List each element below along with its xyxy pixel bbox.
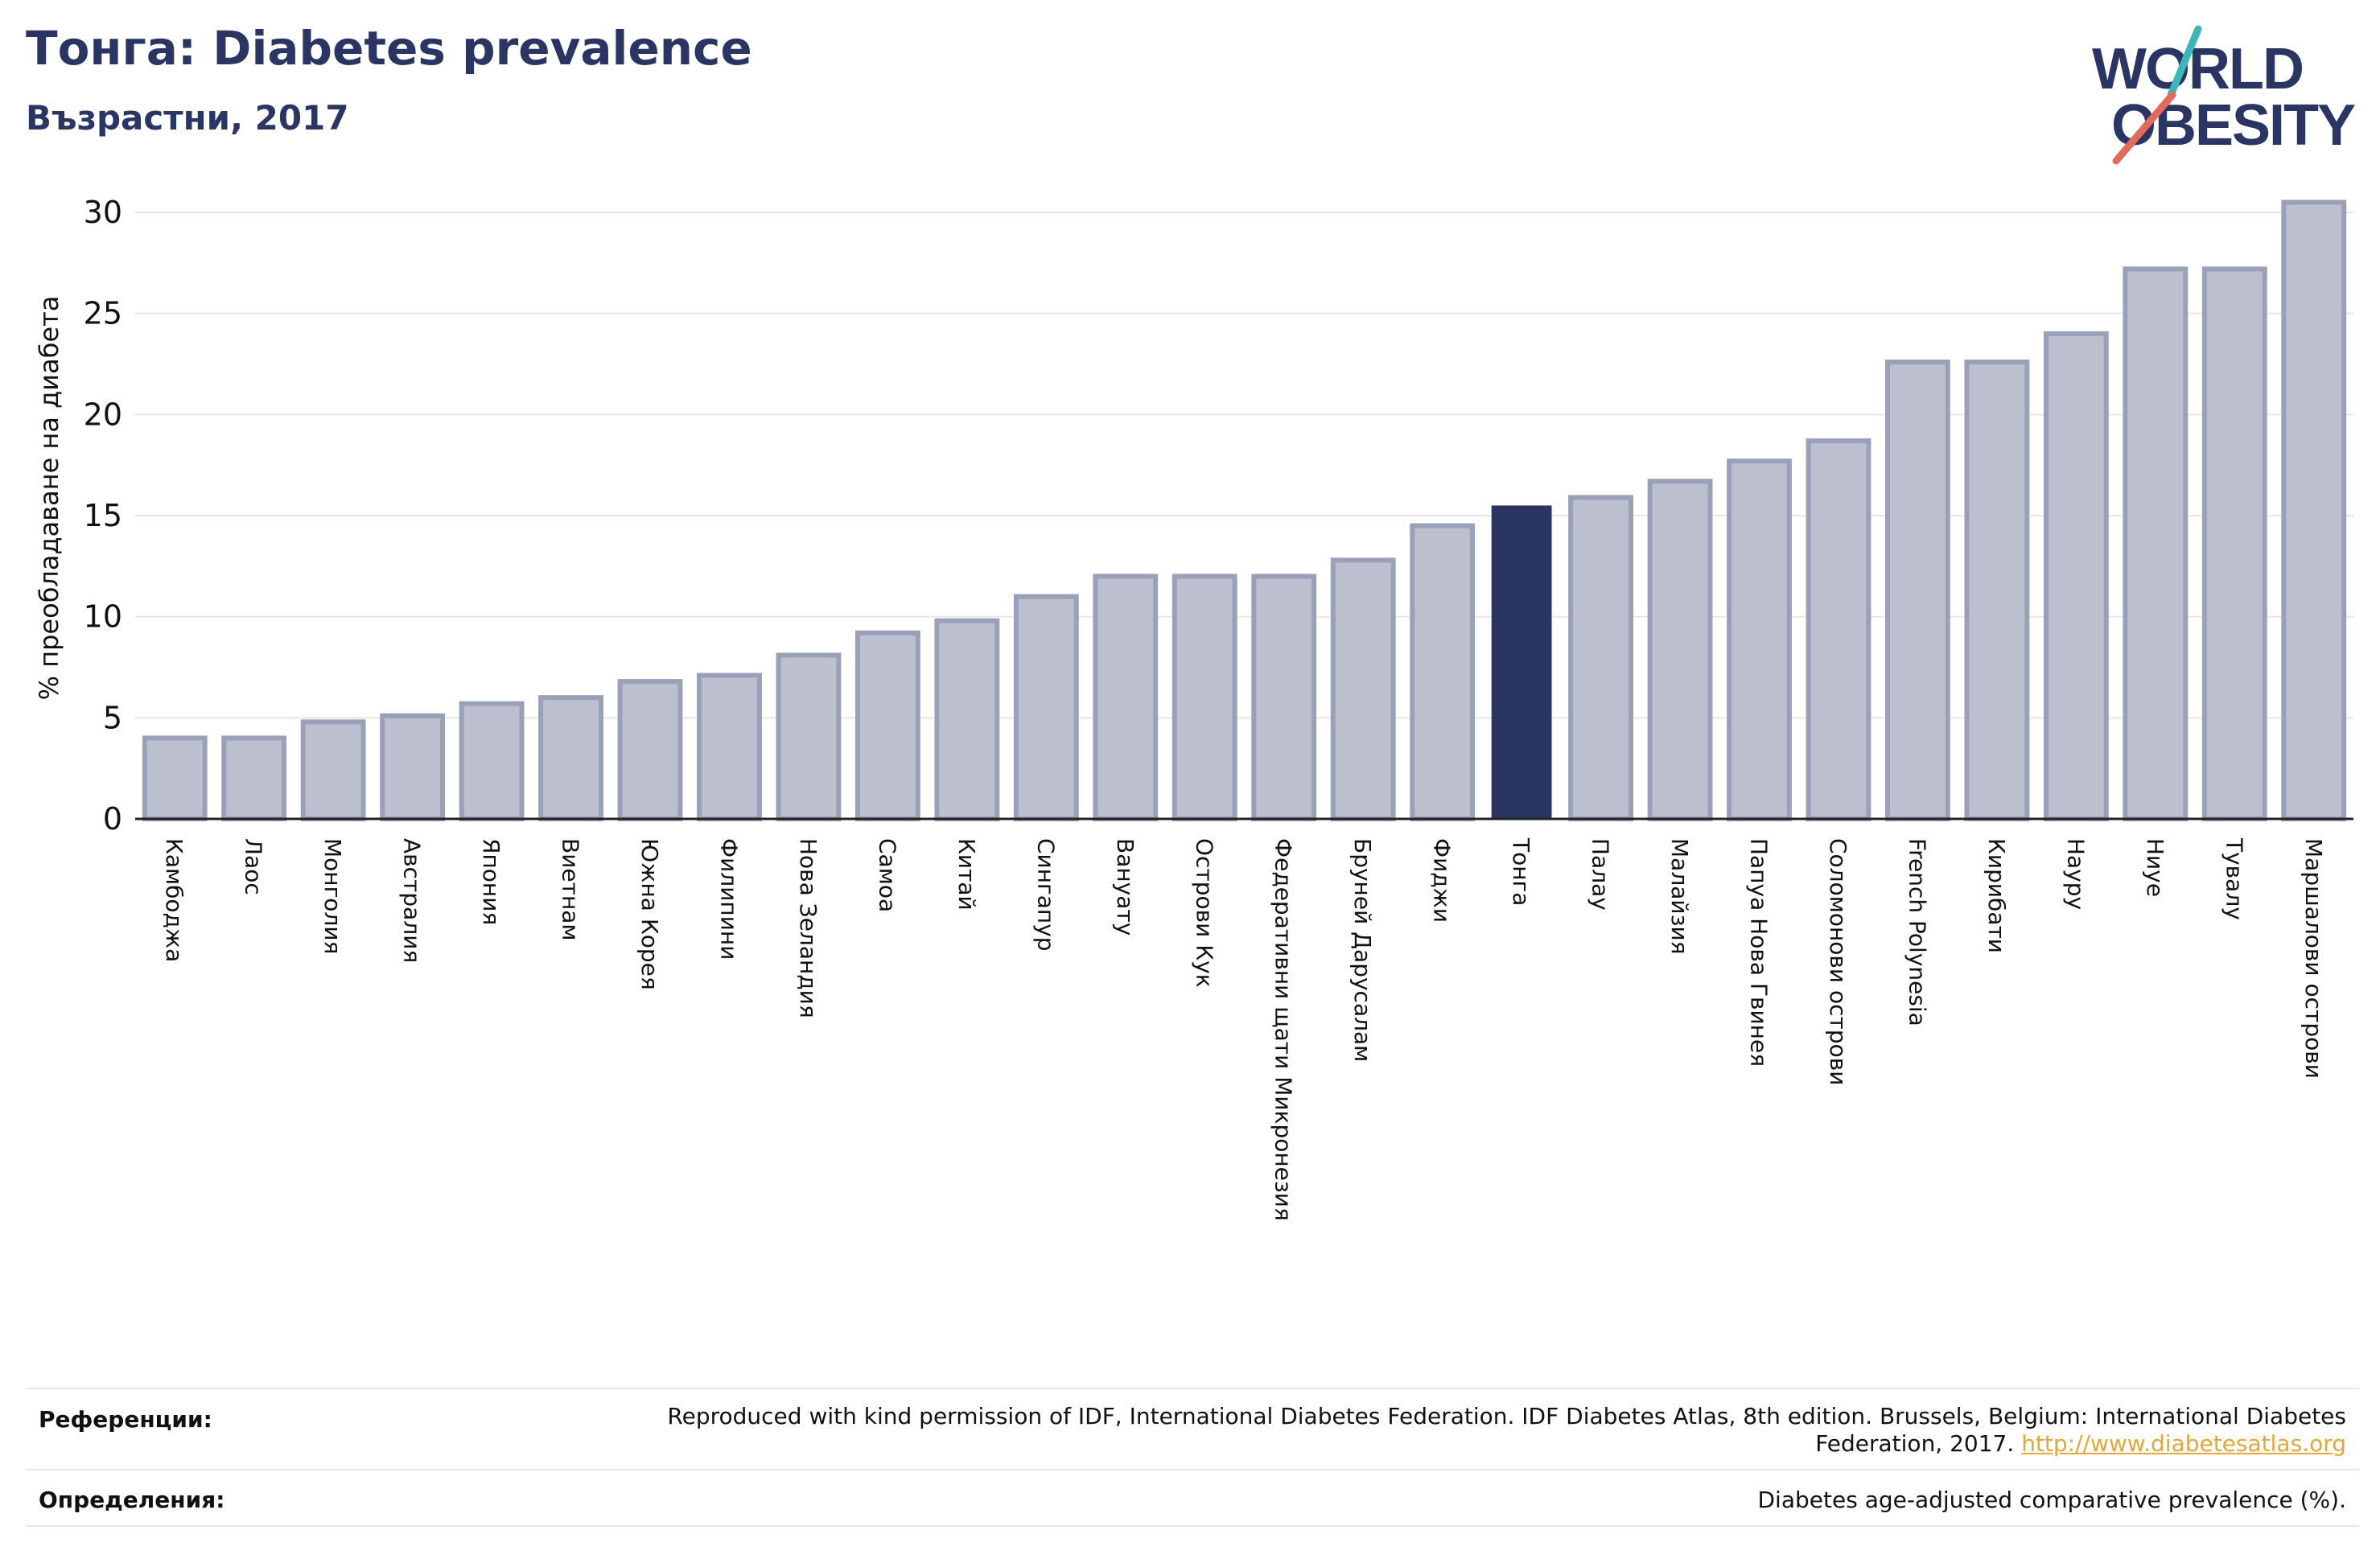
bar [2281,199,2347,821]
x-tick-label: Тувалу [2221,837,2247,920]
y-tick-label: 25 [84,296,122,331]
x-tick-label: Палау [1587,838,1614,911]
x-tick-label: Папуа Нова Гвинея [1746,838,1773,1067]
bar [2123,266,2189,821]
bar [1647,479,1713,821]
references-link[interactable]: http://www.diabetesatlas.org [2021,1430,2346,1457]
bar-chart: 0 5 10 15 20 25 30 % преобладаване на диабета Ка… [34,195,2353,1221]
bar [1410,523,1476,821]
logo-slash-red [2112,91,2176,165]
world-obesity-logo: WORLD OBESITY [2092,25,2357,165]
y-tick-label: 0 [103,801,122,837]
y-axis-label: % преобладаване на диабета [34,296,64,701]
x-tick-label: Науру [2062,838,2089,910]
x-tick-label: Федеративни щати Микронезия [1270,838,1297,1221]
y-tick-label: 5 [103,700,122,735]
bar [1806,438,1871,821]
definitions-text: Diabetes age-adjusted comparative preval… [1757,1487,2347,1513]
bar [697,672,762,822]
bar [1171,574,1237,822]
divider [26,1469,2359,1470]
divider [26,1388,2359,1389]
y-tick-label: 20 [84,397,122,432]
x-tick-label: French Polynesia [1904,838,1930,1026]
logo-slash-teal [2167,25,2202,99]
bar [1491,505,1552,819]
bar [1093,574,1159,822]
x-tick-label: Виетнам [558,838,584,941]
x-tick-label: Бруней Дарусалам [1349,838,1376,1062]
x-tick-label: Маршалови острови [2300,838,2327,1079]
x-tick-label: Вануату [1112,838,1139,936]
references-body: Reproduced with kind permission of IDF, … [667,1403,2346,1457]
bar [934,618,1000,822]
x-tick-label: Ниуе [2142,838,2168,897]
x-tick-label: Нова Зеландия [795,838,821,1018]
references-section: Референции: Reproduced with kind permiss… [26,1384,2359,1544]
x-tick-label: Япония [478,838,504,925]
bar [1727,459,1792,821]
bar [1568,495,1634,821]
bar [380,713,446,821]
bar [538,695,603,822]
bar [776,652,842,821]
logo-text-world: WORLD [2092,37,2303,101]
x-tick-label: Австралия [399,838,426,963]
x-tick-label: Сингапур [1032,838,1059,952]
references-label: Референции: [39,1406,212,1433]
x-tick-label: Кирибати [1983,838,2010,953]
chart-title: Тонга: Diabetes prevalence [26,21,752,76]
x-tick-label: Фиджи [1429,838,1456,923]
bar [221,735,287,822]
x-tick-label: Тонга [1508,837,1534,906]
bar [617,679,683,821]
references-text: Reproduced with kind permission of IDF, … [536,1403,2346,1458]
bar [1885,359,1950,821]
bar [1251,574,1317,822]
bar [300,719,366,821]
y-tick-label: 10 [84,599,122,635]
x-tick-label: Монголия [319,838,346,954]
bar [1964,359,2030,821]
definitions-label: Определения: [39,1487,225,1513]
logo-text-obesity: OBESITY [2111,93,2355,158]
bar [1330,557,1396,821]
chart-subtitle: Възрастни, 2017 [26,98,349,138]
bar [854,630,920,821]
x-tick-label: Соломонови острови [1825,838,1851,1085]
x-tick-label: Самоа [874,838,900,912]
bar [459,701,525,821]
divider [26,1525,2359,1527]
x-tick-label: Камбоджа [161,838,187,962]
x-tick-label: Лаос [241,838,267,895]
bar [142,735,208,822]
bar [1013,594,1079,821]
x-tick-label: Китай [953,838,980,911]
y-tick-label: 15 [84,498,122,533]
bar [2201,266,2267,821]
x-tick-label: Филипини [715,838,742,960]
x-tick-label: Острови Кук [1191,838,1217,988]
y-tick-label: 30 [84,195,122,230]
x-tick-label: Южна Корея [636,838,663,990]
x-tick-label: Малайзия [1666,838,1693,955]
bar [2043,331,2109,821]
